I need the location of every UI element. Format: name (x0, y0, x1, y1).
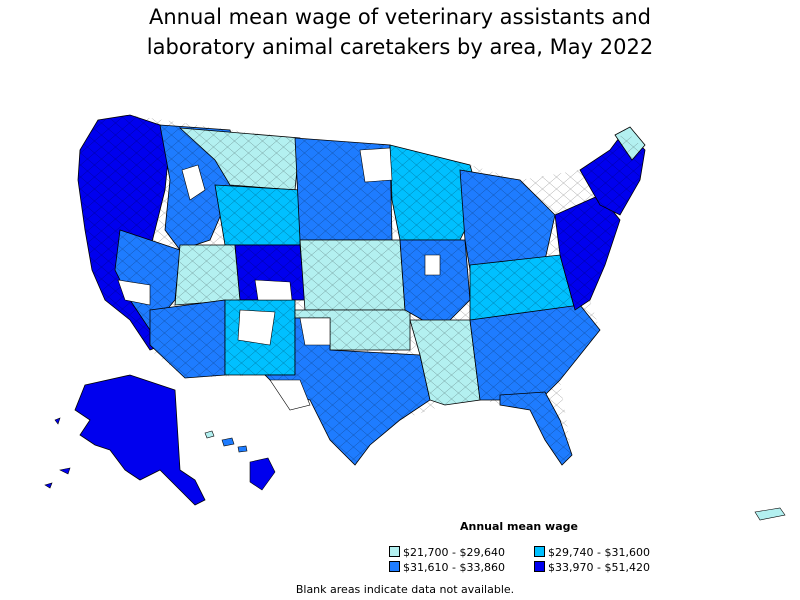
legend-label-4: $33,970 - $51,420 (548, 561, 650, 574)
title-line-2: laboratory animal caretakers by area, Ma… (146, 35, 654, 59)
legend-label-2: $29,740 - $31,600 (548, 546, 650, 559)
legend-item-2: $29,740 - $31,600 (534, 546, 650, 559)
legend-label-3: $31,610 - $33,860 (403, 561, 505, 574)
subarea-borders (78, 115, 645, 465)
contiguous-us (77, 114, 646, 466)
blank-area-michigan (424, 254, 441, 276)
blank-area-oklahoma (299, 317, 331, 346)
title-line-1: Annual mean wage of veterinary assistant… (149, 5, 651, 29)
blank-area-nevada (117, 279, 151, 306)
blank-areas-note: Blank areas indicate data not available. (295, 583, 515, 596)
blank-area-west-texas (269, 379, 311, 411)
legend-swatch-4 (534, 561, 545, 572)
legend-swatch-2 (534, 546, 545, 557)
blank-area-idaho (181, 164, 206, 201)
blank-area-dakota (359, 147, 393, 183)
legend-swatch-1 (389, 546, 400, 557)
hawaii (204, 430, 276, 491)
legend-swatch-3 (389, 561, 400, 572)
blank-area-new-mexico (237, 309, 276, 346)
blank-area-colorado-south (254, 279, 293, 301)
alaska (74, 374, 206, 506)
puerto-rico (754, 507, 786, 521)
legend-item-3: $31,610 - $33,860 (389, 561, 505, 574)
legend-label-1: $21,700 - $29,640 (403, 546, 505, 559)
alaska-islands (44, 417, 71, 489)
legend-item-4: $33,970 - $51,420 (534, 561, 650, 574)
map-title: Annual mean wage of veterinary assistant… (0, 2, 800, 62)
legend-title: Annual mean wage (460, 520, 578, 533)
legend-item-1: $21,700 - $29,640 (389, 546, 505, 559)
